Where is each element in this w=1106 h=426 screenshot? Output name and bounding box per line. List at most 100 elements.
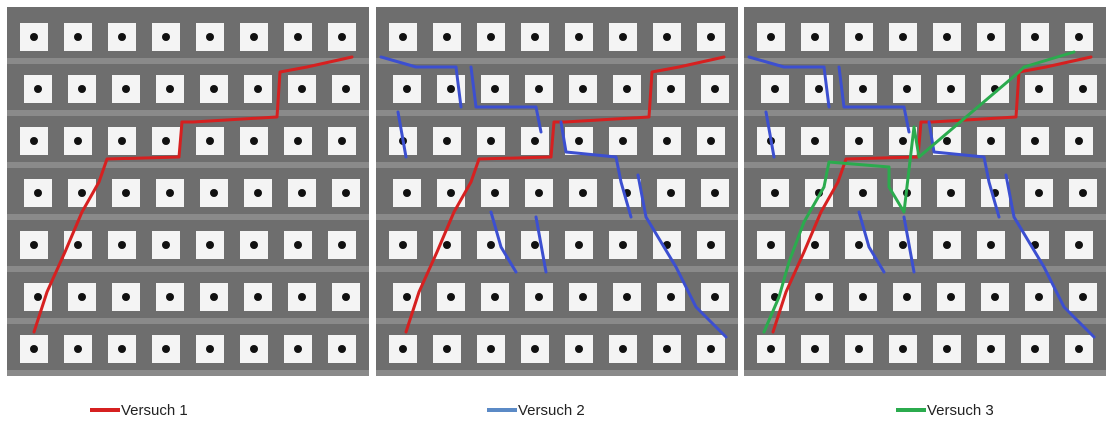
marker-dot bbox=[443, 345, 451, 353]
marker-dot bbox=[210, 85, 218, 93]
marker-dot bbox=[903, 85, 911, 93]
marker-dot bbox=[535, 189, 543, 197]
marker-dot bbox=[399, 345, 407, 353]
marker-dot bbox=[162, 33, 170, 41]
marker-dot bbox=[711, 85, 719, 93]
marker-dot bbox=[575, 137, 583, 145]
marker-dot bbox=[1035, 189, 1043, 197]
marker-dot bbox=[947, 189, 955, 197]
marker-dot bbox=[447, 189, 455, 197]
marker-dot bbox=[74, 137, 82, 145]
marker-dot bbox=[34, 293, 42, 301]
marker-dot bbox=[294, 33, 302, 41]
marker-dot bbox=[447, 293, 455, 301]
marker-dot bbox=[250, 137, 258, 145]
marker-dot bbox=[579, 293, 587, 301]
marker-dot bbox=[30, 241, 38, 249]
marker-dot bbox=[206, 345, 214, 353]
panels bbox=[7, 7, 1106, 376]
mortar-joint bbox=[376, 58, 738, 64]
photo-panel bbox=[7, 7, 369, 376]
marker-dot bbox=[210, 189, 218, 197]
marker-dot bbox=[298, 85, 306, 93]
marker-dot bbox=[811, 241, 819, 249]
legend-label: Versuch 3 bbox=[927, 402, 994, 419]
mortar-joint bbox=[376, 110, 738, 116]
marker-dot bbox=[34, 85, 42, 93]
marker-dot bbox=[487, 137, 495, 145]
marker-dot bbox=[619, 345, 627, 353]
mortar-joint bbox=[376, 214, 738, 220]
marker-dot bbox=[250, 33, 258, 41]
mortar-joint bbox=[376, 162, 738, 168]
marker-dot bbox=[342, 189, 350, 197]
marker-dot bbox=[210, 293, 218, 301]
marker-dot bbox=[619, 137, 627, 145]
marker-dot bbox=[399, 33, 407, 41]
marker-dot bbox=[575, 241, 583, 249]
marker-dot bbox=[575, 33, 583, 41]
marker-dot bbox=[899, 33, 907, 41]
marker-dot bbox=[535, 293, 543, 301]
marker-dot bbox=[206, 137, 214, 145]
marker-dot bbox=[811, 137, 819, 145]
marker-dot bbox=[987, 241, 995, 249]
marker-dot bbox=[1035, 293, 1043, 301]
legend-label: Versuch 1 bbox=[121, 402, 188, 419]
marker-dot bbox=[663, 345, 671, 353]
marker-dot bbox=[535, 85, 543, 93]
marker-dot bbox=[487, 241, 495, 249]
marker-dot bbox=[74, 33, 82, 41]
marker-dot bbox=[403, 189, 411, 197]
marker-dot bbox=[403, 85, 411, 93]
marker-dot bbox=[667, 189, 675, 197]
marker-dot bbox=[855, 33, 863, 41]
marker-dot bbox=[1031, 345, 1039, 353]
marker-dot bbox=[78, 189, 86, 197]
marker-dot bbox=[74, 241, 82, 249]
marker-dot bbox=[294, 345, 302, 353]
marker-dot bbox=[447, 85, 455, 93]
photo-panel bbox=[744, 7, 1106, 376]
marker-dot bbox=[403, 293, 411, 301]
marker-dot bbox=[991, 293, 999, 301]
marker-dot bbox=[531, 33, 539, 41]
marker-dot bbox=[250, 345, 258, 353]
marker-dot bbox=[78, 85, 86, 93]
marker-dot bbox=[487, 33, 495, 41]
marker-dot bbox=[767, 33, 775, 41]
marker-dot bbox=[338, 345, 346, 353]
marker-dot bbox=[342, 85, 350, 93]
mortar-joint bbox=[744, 318, 1106, 324]
marker-dot bbox=[1079, 189, 1087, 197]
marker-dot bbox=[118, 33, 126, 41]
figure: Versuch 1Versuch 2Versuch 3 bbox=[0, 0, 1106, 426]
marker-dot bbox=[1079, 85, 1087, 93]
marker-dot bbox=[78, 293, 86, 301]
marker-dot bbox=[667, 85, 675, 93]
marker-dot bbox=[767, 241, 775, 249]
marker-dot bbox=[711, 189, 719, 197]
marker-dot bbox=[531, 241, 539, 249]
mortar-joint bbox=[7, 162, 369, 168]
marker-dot bbox=[579, 189, 587, 197]
marker-dot bbox=[707, 345, 715, 353]
marker-dot bbox=[206, 33, 214, 41]
marker-dot bbox=[443, 137, 451, 145]
mortar-joint bbox=[7, 370, 369, 376]
marker-dot bbox=[338, 241, 346, 249]
marker-dot bbox=[399, 241, 407, 249]
marker-dot bbox=[855, 345, 863, 353]
marker-dot bbox=[30, 33, 38, 41]
marker-dot bbox=[943, 137, 951, 145]
marker-dot bbox=[707, 241, 715, 249]
marker-dot bbox=[943, 345, 951, 353]
marker-dot bbox=[34, 189, 42, 197]
marker-dot bbox=[1075, 137, 1083, 145]
marker-dot bbox=[771, 85, 779, 93]
marker-dot bbox=[623, 293, 631, 301]
marker-dot bbox=[254, 189, 262, 197]
marker-dot bbox=[987, 137, 995, 145]
marker-dot bbox=[815, 85, 823, 93]
